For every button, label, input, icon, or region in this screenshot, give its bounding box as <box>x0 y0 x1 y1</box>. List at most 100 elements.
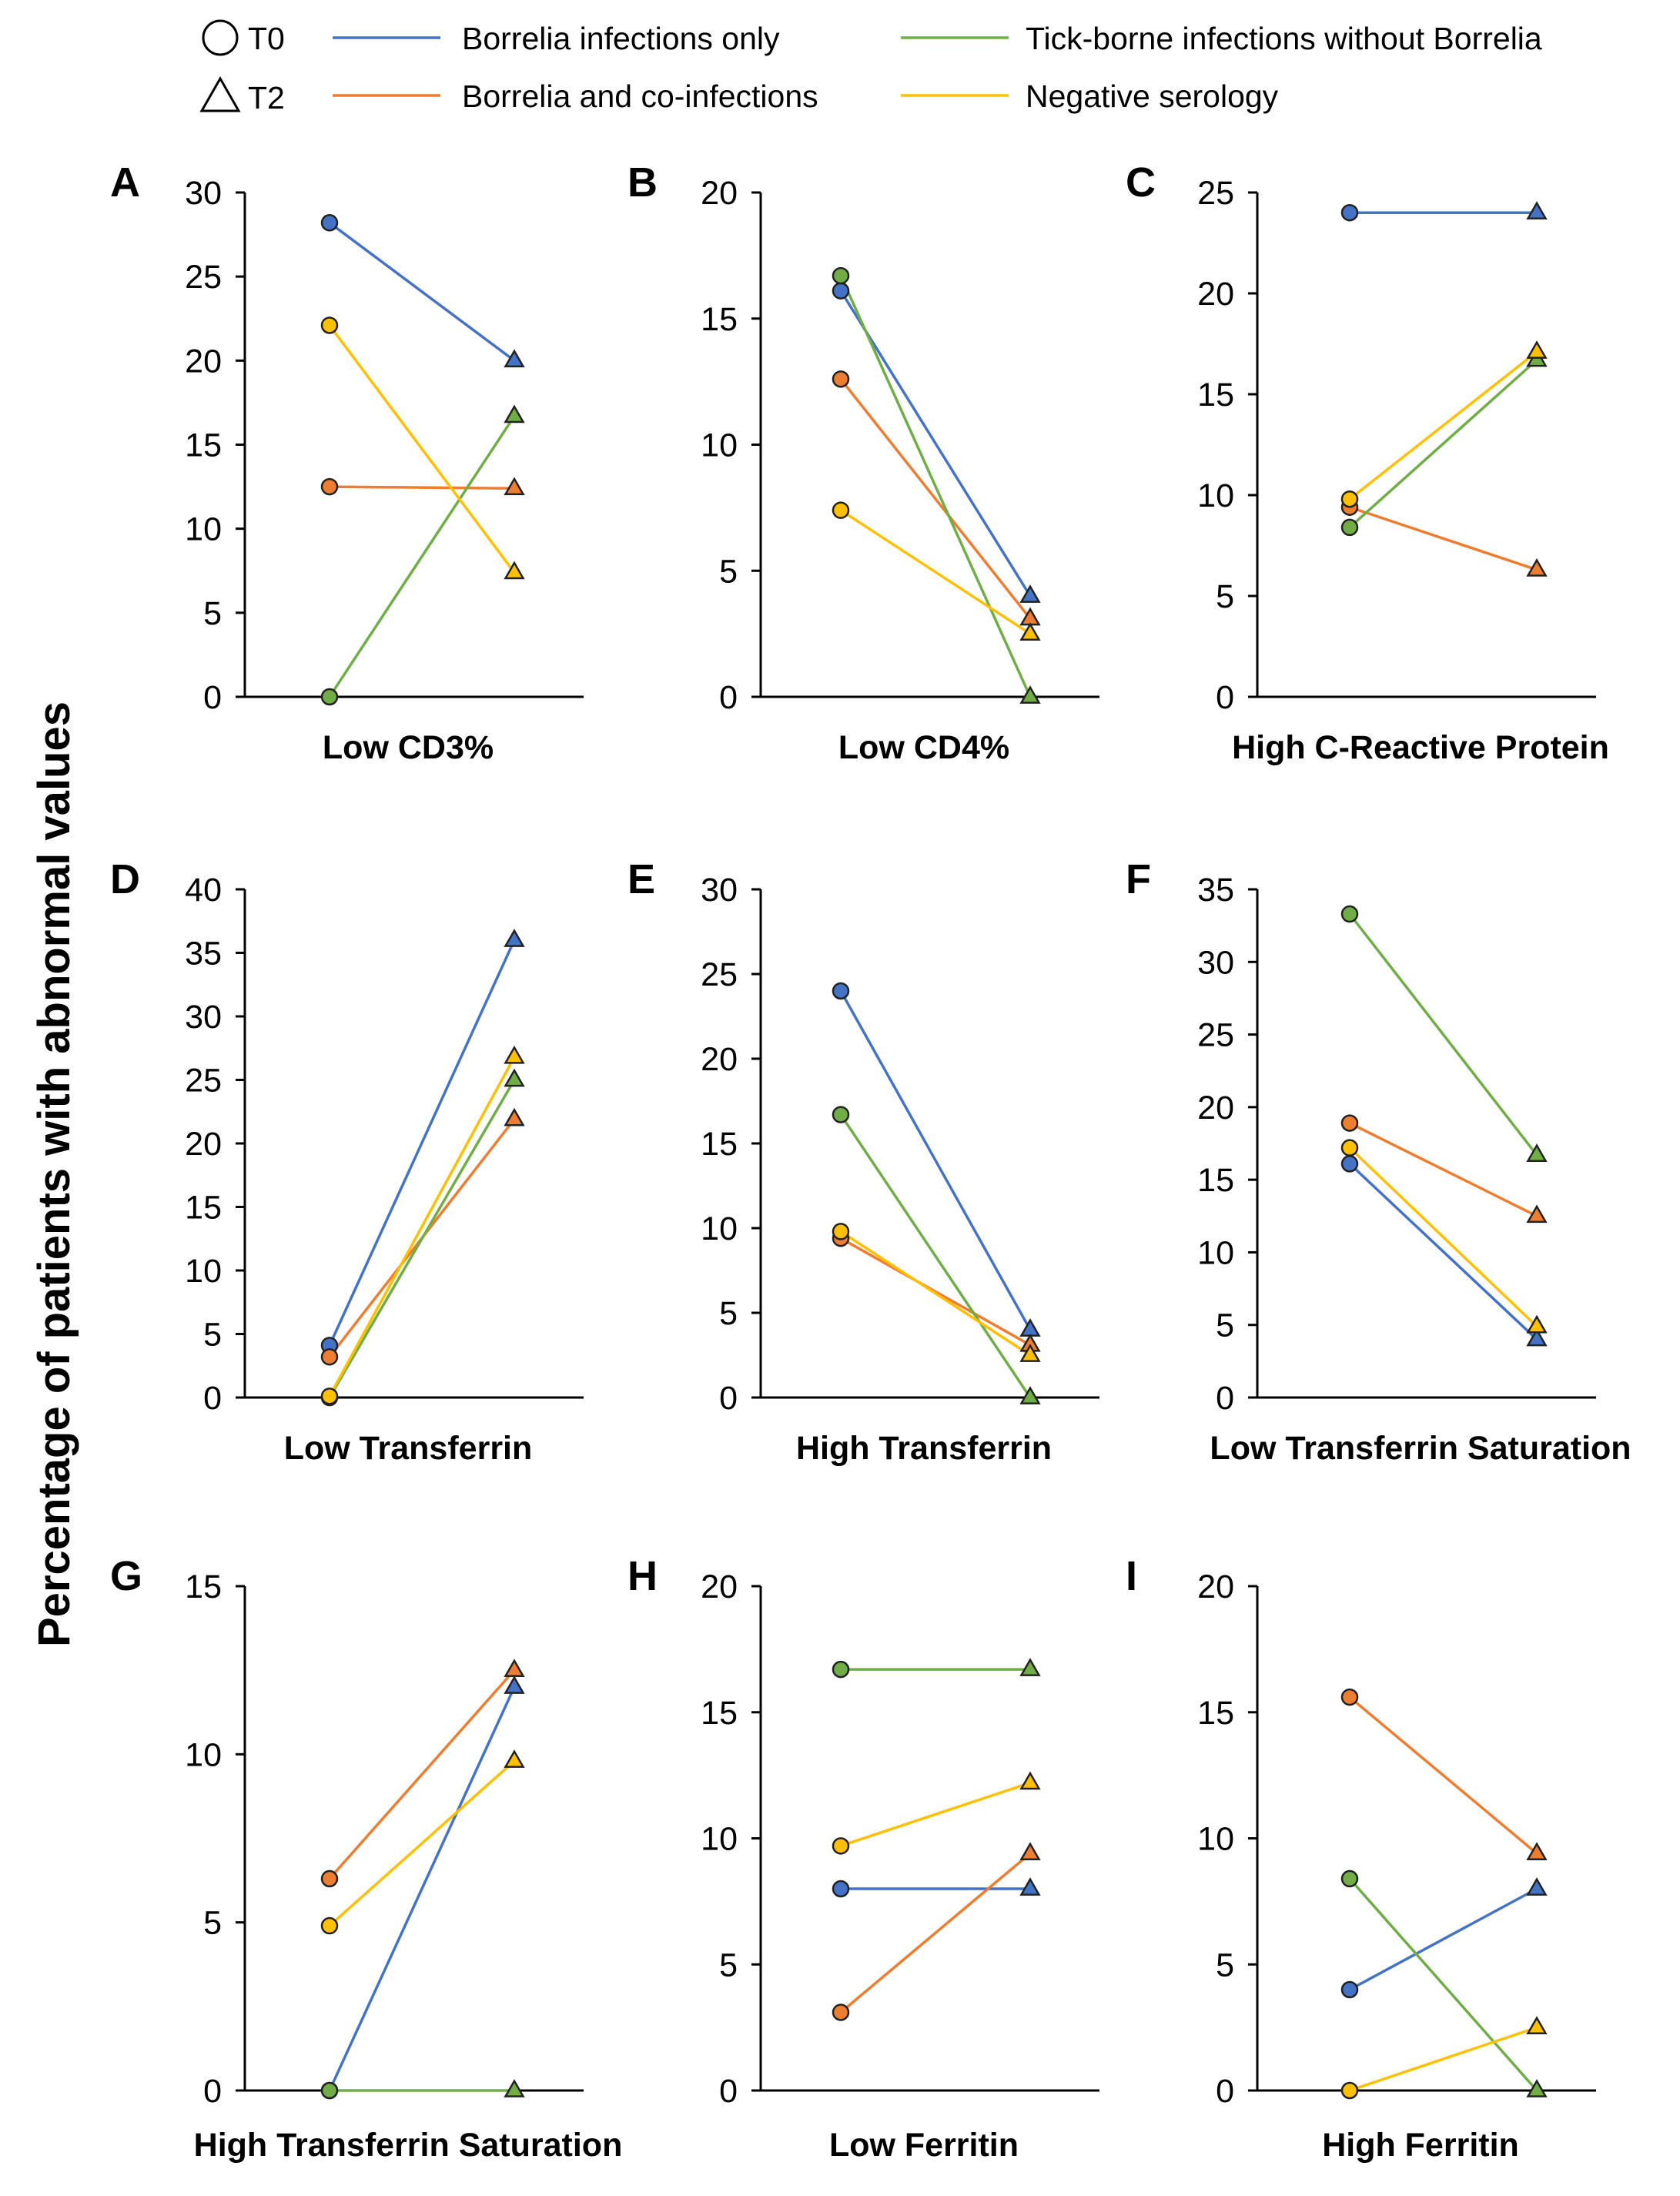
panel-f-t0-point-negative-serology <box>1340 1139 1359 1157</box>
panel-h-t0-point-tick-borne-infections-without-borrelia <box>832 1660 850 1679</box>
panel-b-t0-point-tick-borne-infections-without-borrelia <box>832 266 850 285</box>
panel-c-y-tick-label: 15 <box>1197 377 1234 413</box>
panel-g-t2-point-borrelia-and-co-infections <box>504 1659 525 1678</box>
panel-e: 0 5 10 15 20 25 30 E High Transferrin <box>627 856 1099 1467</box>
panel-d-x-label: Low Transferrin <box>284 1430 533 1467</box>
panel-e-y-tick-label: 20 <box>701 1041 738 1078</box>
legend: T0 T2 Borrelia infections only Borrelia and… <box>199 19 1542 115</box>
panel-i-t0-point-tick-borne-infections-without-borrelia <box>1340 1870 1359 1888</box>
panel-e-y-tick-label: 5 <box>719 1295 738 1332</box>
panel-f-line-tick-borne-infections-without-borrelia <box>1348 912 1538 1157</box>
panel-c-line-negative-serology <box>1348 350 1538 500</box>
panel-i-y-tick-label: 15 <box>1197 1695 1234 1732</box>
panel-d-y-tick-label: 0 <box>203 1380 222 1417</box>
panel-h-t0-point-borrelia-infections-only <box>832 1880 850 1898</box>
panel-e-t0-point-negative-serology <box>832 1223 850 1240</box>
legend-circle-marker <box>202 19 239 56</box>
panel-g-line-borrelia-and-co-infections <box>328 1669 516 1880</box>
panel-i-line-borrelia-infections-only <box>1349 1887 1538 1991</box>
panel-e-line-tick-borne-infections-without-borrelia <box>839 1113 1032 1398</box>
panel-e-line-negative-serology <box>840 1230 1031 1357</box>
panel-e-y-tick-label: 15 <box>701 1126 738 1163</box>
panel-f-line-borrelia-infections-only <box>1348 1163 1538 1341</box>
panel-a-y-tick-label: 15 <box>185 427 222 464</box>
panel-d-t2-point-borrelia-and-co-infections <box>504 1107 525 1126</box>
panel-i-y-tick-label: 5 <box>1216 1947 1234 1983</box>
panel-a-t0-point-borrelia-and-co-infections <box>320 477 339 496</box>
panel-a-line-tick-borne-infections-without-borrelia <box>328 415 516 698</box>
panel-f-label: F <box>1126 856 1151 902</box>
panel-f-line-borrelia-and-co-infections <box>1349 1122 1538 1217</box>
panel-d-t2-point-negative-serology <box>504 1045 525 1064</box>
panel-a-x-label: Low CD3% <box>323 729 494 766</box>
panel-f-y-tick-label: 15 <box>1197 1162 1234 1199</box>
panel-d-t0-point-borrelia-and-co-infections <box>320 1347 339 1366</box>
panel-e-y-tick-label: 25 <box>701 956 738 993</box>
panel-d-y-tick-label: 10 <box>185 1253 222 1290</box>
panel-f-y-tick-label: 25 <box>1197 1017 1234 1054</box>
panel-e-x-label: High Transferrin <box>796 1430 1052 1467</box>
panel-f-y-tick-label: 10 <box>1197 1234 1234 1271</box>
panel-i-t2-point-negative-serology <box>1526 2016 1548 2034</box>
panel-g-t0-point-borrelia-and-co-infections <box>320 1870 339 1888</box>
panel-a-t2-point-negative-serology <box>504 561 525 580</box>
panel-f-t2-point-borrelia-and-co-infections <box>1526 1204 1548 1224</box>
panel-f-t2-point-negative-serology <box>1526 1314 1548 1334</box>
panel-c: 0 5 10 15 20 25 C High C-Reactive Protein <box>1126 159 1609 766</box>
panel-h-y-tick-label: 0 <box>719 2073 738 2110</box>
panel-a-y-tick-label: 10 <box>185 511 222 548</box>
y-axis-title: Percentage of patients with abnormal val… <box>29 701 79 1647</box>
panel-i-y-tick-label: 20 <box>1197 1568 1234 1605</box>
panel-d: 0 5 10 15 20 25 30 35 40 D Low Transferrin <box>110 856 584 1467</box>
panel-f-t0-point-borrelia-infections-only <box>1340 1155 1359 1173</box>
panel-c-y-tick-label: 25 <box>1197 175 1234 212</box>
panel-i-y-tick-label: 0 <box>1216 2073 1234 2110</box>
panel-i-y-tick-label: 10 <box>1197 1821 1234 1858</box>
panel-b-y-tick-label: 5 <box>719 553 738 590</box>
panel-i: 0 5 10 15 20 I High Ferritin <box>1126 1553 1596 2164</box>
panel-c-label: C <box>1126 159 1156 206</box>
panel-i-line-borrelia-and-co-infections <box>1348 1696 1538 1855</box>
panel-g: 0 5 10 15 G High Transferrin Saturation <box>110 1553 622 2164</box>
panel-h-t0-point-negative-serology <box>832 1837 850 1855</box>
panel-a-line-borrelia-and-co-infections <box>329 485 515 490</box>
panel-d-y-tick-label: 35 <box>185 936 222 972</box>
panel-d-y-tick-label: 15 <box>185 1190 222 1227</box>
panel-f-y-tick-label: 5 <box>1216 1307 1234 1344</box>
panel-b-y-tick-label: 15 <box>701 301 738 338</box>
panel-b-t2-point-tick-borne-infections-without-borrelia <box>1019 685 1041 704</box>
legend-label-tick-borne-infections-without-borrelia: Tick-borne infections without Borrelia <box>1026 21 1542 56</box>
panel-c-y-tick-label: 5 <box>1216 578 1234 615</box>
panel-i-line-negative-serology <box>1349 2026 1538 2092</box>
panel-b-line-negative-serology <box>840 509 1031 635</box>
panel-g-t2-point-negative-serology <box>504 1749 525 1768</box>
panel-i-label: I <box>1126 1553 1137 1599</box>
panel-b-y-tick-label: 20 <box>701 175 738 212</box>
panel-a-y-tick-label: 30 <box>185 175 222 212</box>
legend-triangle-marker <box>199 75 241 112</box>
panel-b-line-tick-borne-infections-without-borrelia <box>839 275 1032 698</box>
panel-d-y-tick-label: 25 <box>185 1063 222 1100</box>
panel-a-line-negative-serology <box>328 324 516 574</box>
panel-g-t0-point-tick-borne-infections-without-borrelia <box>320 2081 339 2100</box>
panel-d-line-borrelia-infections-only <box>328 939 516 1347</box>
panel-c-t0-point-borrelia-infections-only <box>1340 203 1359 222</box>
panel-c-line-borrelia-and-co-infections <box>1349 506 1538 571</box>
panel-c-t2-point-borrelia-infections-only <box>1526 201 1548 220</box>
panel-g-line-negative-serology <box>328 1759 516 1927</box>
panel-b-label: B <box>627 159 658 206</box>
panel-h-y-tick-label: 5 <box>719 1947 738 1983</box>
panel-g-y-tick-label: 5 <box>203 1905 222 1942</box>
panel-d-line-negative-serology <box>328 1056 516 1398</box>
panel-b-y-tick-label: 10 <box>701 427 738 464</box>
panel-a-t2-point-borrelia-infections-only <box>504 349 525 368</box>
panel-h-t2-point-borrelia-infections-only <box>1019 1877 1041 1896</box>
panel-d-t2-point-tick-borne-infections-without-borrelia <box>504 1068 525 1087</box>
panel-f-x-label: Low Transferrin Saturation <box>1210 1430 1631 1467</box>
panel-a-y-tick-label: 20 <box>185 343 222 380</box>
panel-i-t0-point-borrelia-infections-only <box>1340 1980 1359 1999</box>
panel-c-y-tick-label: 20 <box>1197 276 1234 313</box>
panel-d-line-tick-borne-infections-without-borrelia <box>328 1079 516 1398</box>
panel-a-y-tick-label: 0 <box>203 679 222 716</box>
panel-c-t2-point-borrelia-and-co-infections <box>1526 558 1548 577</box>
